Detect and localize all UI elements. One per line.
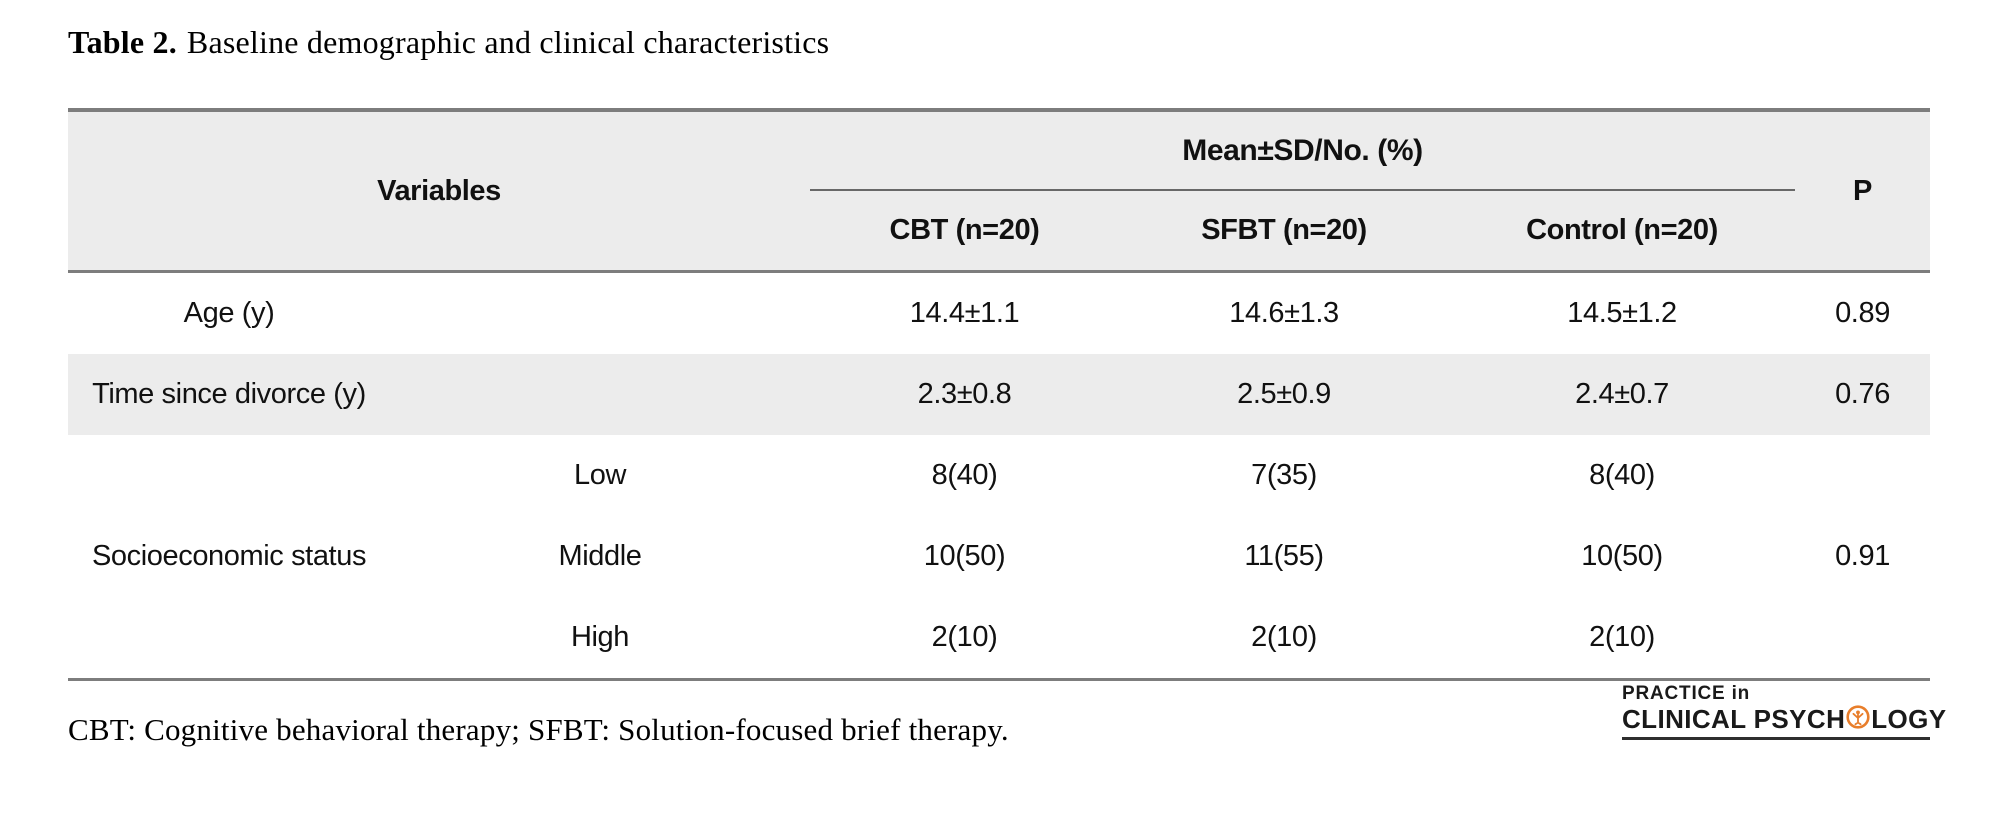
journal-logo: PRACTICE in CLINICAL PSYCH LOGY xyxy=(1622,683,1946,740)
header-group-divider xyxy=(810,189,1795,191)
cell-control: 8(40) xyxy=(1589,459,1655,491)
cell-cbt: 2(10) xyxy=(931,621,998,653)
cell-category xyxy=(390,354,810,435)
header-col-sfbt: SFBT (n=20) xyxy=(1201,214,1367,246)
cell-control: 2(10) xyxy=(1589,621,1655,653)
header-p: P xyxy=(1853,174,1872,207)
table-footnote: CBT: Cognitive behavioral therapy; SFBT:… xyxy=(68,712,1009,747)
table-body: Age (y) 14.4±1.1 14.6±1.3 14.5±1.2 0.89 … xyxy=(68,273,1930,678)
cell-p: 0.91 xyxy=(1835,540,1890,572)
cell-control: 14.5±1.2 xyxy=(1567,297,1677,329)
table-row-ses-high: High 2(10) 2(10) 2(10) xyxy=(68,597,1930,678)
table-title: Table 2. Baseline demographic and clinica… xyxy=(68,24,829,61)
cell-variable: Socioeconomic status xyxy=(91,540,367,572)
table-row-ses-middle: Socioeconomic status Middle 10(50) 11(55… xyxy=(68,516,1930,597)
cell-cbt: 14.4±1.1 xyxy=(909,297,1020,329)
journal-logo-text-pre: CLINICAL PSYCH xyxy=(1622,704,1846,734)
journal-logo-text-post: LOGY xyxy=(1871,704,1947,734)
cell-p: 0.76 xyxy=(1835,378,1890,410)
cell-category: High xyxy=(570,621,630,653)
cell-category: Middle xyxy=(558,540,642,572)
table-caption: Baseline demographic and clinical charac… xyxy=(186,24,830,60)
cell-cbt: 8(40) xyxy=(931,459,998,491)
journal-logo-line1: PRACTICE in xyxy=(1622,683,1751,704)
person-in-circle-icon xyxy=(1846,705,1870,735)
cell-p: 0.89 xyxy=(1835,297,1890,329)
cell-sfbt: 11(55) xyxy=(1244,540,1324,572)
cell-cbt: 10(50) xyxy=(923,540,1006,572)
cell-p xyxy=(1795,435,1930,516)
header-group: Mean±SD/No. (%) CBT (n=20) SFBT (n=20) C… xyxy=(810,112,1795,270)
cell-control: 2.4±0.7 xyxy=(1575,378,1669,410)
header-group-label: Mean±SD/No. (%) xyxy=(1182,133,1423,167)
journal-logo-underline xyxy=(1622,737,1930,740)
table-row-age: Age (y) 14.4±1.1 14.6±1.3 14.5±1.2 0.89 xyxy=(68,273,1930,354)
header-subcolumns: CBT (n=20) SFBT (n=20) Control (n=20) xyxy=(810,191,1795,270)
cell-sfbt: 2.5±0.9 xyxy=(1237,378,1331,410)
header-variables: Variables xyxy=(377,174,501,207)
table-header: Variables Mean±SD/No. (%) CBT (n=20) SFB… xyxy=(68,112,1930,273)
cell-sfbt: 14.6±1.3 xyxy=(1229,297,1339,329)
cell-category: Low xyxy=(574,459,626,491)
table-number: Table 2. xyxy=(68,24,177,60)
cell-p xyxy=(1795,597,1930,678)
header-col-control: Control (n=20) xyxy=(1526,214,1718,246)
cell-control: 10(50) xyxy=(1581,540,1663,572)
cell-variable: Age (y) xyxy=(183,297,275,329)
cell-variable xyxy=(68,597,390,678)
header-col-cbt: CBT (n=20) xyxy=(889,214,1040,246)
cell-category xyxy=(390,273,810,354)
cell-sfbt: 7(35) xyxy=(1251,459,1317,491)
journal-logo-line2: CLINICAL PSYCH LOGY xyxy=(1622,704,1946,735)
table-row-ses-low: Low 8(40) 7(35) 8(40) xyxy=(68,435,1930,516)
cell-variable: Time since divorce (y) xyxy=(92,378,366,410)
cell-sfbt: 2(10) xyxy=(1251,621,1317,653)
table-row-time-since-divorce: Time since divorce (y) 2.3±0.8 2.5±0.9 2… xyxy=(68,354,1930,435)
cell-variable xyxy=(68,435,390,516)
cell-cbt: 2.3±0.8 xyxy=(917,378,1012,410)
baseline-characteristics-table: Variables Mean±SD/No. (%) CBT (n=20) SFB… xyxy=(68,108,1930,681)
